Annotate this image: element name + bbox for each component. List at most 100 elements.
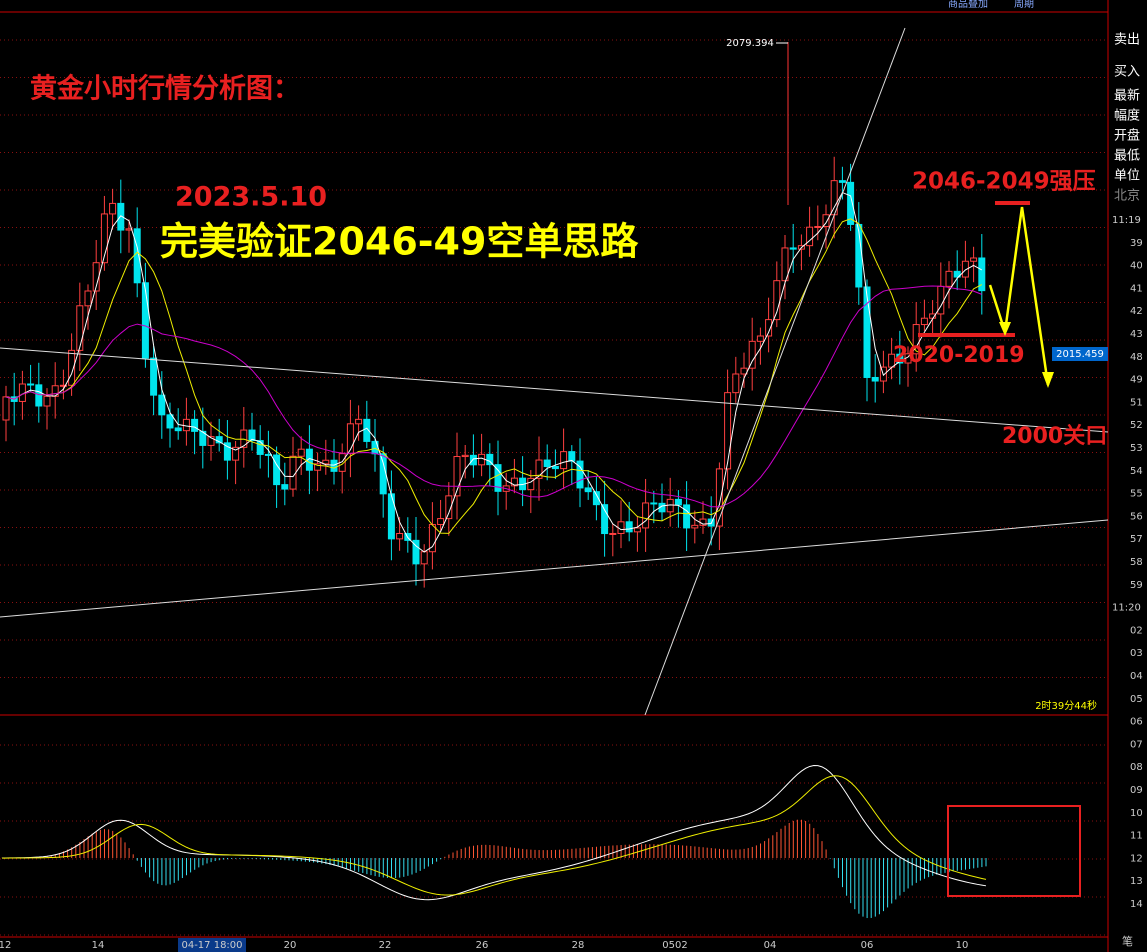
side-time: 43 (1130, 329, 1143, 340)
level-note: 2000关口 (1002, 424, 1107, 449)
candle-body (724, 392, 732, 470)
side-time: 41 (1130, 283, 1143, 294)
candle-body (674, 498, 682, 506)
candle-body (814, 226, 822, 229)
arrow-head (1042, 372, 1054, 388)
x-tick-label: 04 (764, 940, 777, 951)
candle-body (912, 324, 920, 355)
x-tick-label: 14 (92, 940, 105, 951)
side-time: 03 (1130, 648, 1143, 659)
side-time: 05 (1130, 694, 1143, 705)
candle-body (592, 491, 600, 506)
candle-body (182, 418, 190, 432)
candle-body (191, 418, 199, 432)
candle-body (691, 524, 699, 529)
candle-body (76, 305, 84, 351)
candle-body (223, 442, 231, 461)
side-time: 14 (1130, 899, 1143, 910)
side-time: 12 (1130, 853, 1143, 864)
side-time: 08 (1130, 762, 1143, 773)
side-time: 42 (1130, 306, 1143, 317)
side-field: 幅度 (1114, 108, 1140, 124)
highlight-box (947, 805, 1081, 897)
candle-body (141, 282, 149, 359)
countdown: 2时39分44秒 (1035, 699, 1097, 712)
side-time: 10 (1130, 808, 1143, 819)
side-time: 40 (1130, 261, 1143, 272)
side-field: 北京 (1114, 189, 1140, 204)
candle-body (961, 260, 969, 278)
side-button[interactable]: 买入 (1114, 65, 1140, 80)
side-time: 56 (1130, 511, 1143, 522)
candle-body (379, 453, 387, 495)
side-time: 06 (1130, 717, 1143, 728)
candle-body (978, 257, 986, 292)
candle-body (420, 551, 428, 565)
candle-body (838, 180, 846, 183)
side-time: 07 (1130, 739, 1143, 750)
side-time: 02 (1130, 625, 1143, 636)
candle-body (396, 532, 404, 540)
candle-body (543, 459, 551, 468)
toolbar-item[interactable]: 周期 (1014, 0, 1034, 10)
toolbar: 商品叠加 周期 (948, 0, 1034, 10)
candle-body (363, 418, 371, 442)
candle-body (732, 373, 740, 394)
candle-body (576, 460, 584, 489)
candle-body (330, 459, 338, 472)
candle-body (642, 502, 650, 529)
side-button[interactable]: 卖出 (1114, 33, 1140, 48)
high-label: 2079.394 (726, 38, 774, 49)
candle-body (387, 493, 395, 540)
dea-line (1, 775, 987, 896)
candles (2, 156, 986, 588)
side-time: 59 (1130, 580, 1143, 591)
candle-body (445, 495, 453, 520)
candle-body (158, 394, 166, 416)
x-tick-label: 20 (284, 940, 297, 951)
candle-body (765, 319, 773, 337)
indicator-lines (5, 191, 983, 553)
candle-body (478, 453, 486, 466)
side-time: 04 (1130, 671, 1143, 682)
candle-body (789, 247, 797, 250)
candle-body (322, 459, 330, 465)
candle-body (486, 453, 494, 466)
macd-panel (1, 765, 987, 919)
side-time: 54 (1130, 466, 1143, 477)
candle-body (773, 280, 781, 321)
candle-body (117, 202, 125, 231)
grid (0, 39, 1108, 936)
side-time: 55 (1130, 489, 1143, 500)
x-axis: 12 14 04-17 18:00 20 22 26 28 0502 04 06 10 (0, 940, 968, 951)
title: 黄金小时行情分析图： (30, 73, 300, 105)
x-tick-label: 12 (0, 940, 11, 951)
ma-white (5, 191, 983, 553)
x-tick-label: 10 (956, 940, 969, 951)
candle-body (35, 384, 43, 407)
side-time: 53 (1130, 443, 1143, 454)
candle-body (2, 396, 10, 421)
side-time: 48 (1130, 352, 1143, 363)
candle-body (551, 466, 559, 470)
toolbar-item[interactable]: 商品叠加 (948, 0, 988, 10)
side-time: 57 (1130, 534, 1143, 545)
candle-body (68, 349, 76, 386)
candle-body (461, 454, 469, 458)
candle-body (453, 456, 461, 497)
resistance-note: 2046-2049强压 (912, 169, 1096, 195)
candle-body (896, 353, 904, 364)
x-tick-label: 06 (861, 940, 874, 951)
candle-body (27, 383, 35, 386)
candle-body (297, 448, 305, 457)
candle-body (953, 270, 961, 278)
candle-body (150, 357, 158, 396)
last-price-box (1052, 347, 1108, 361)
candle-body (601, 504, 609, 535)
candle-body (584, 487, 592, 493)
candle-body (822, 214, 830, 228)
candle-body (437, 518, 445, 525)
